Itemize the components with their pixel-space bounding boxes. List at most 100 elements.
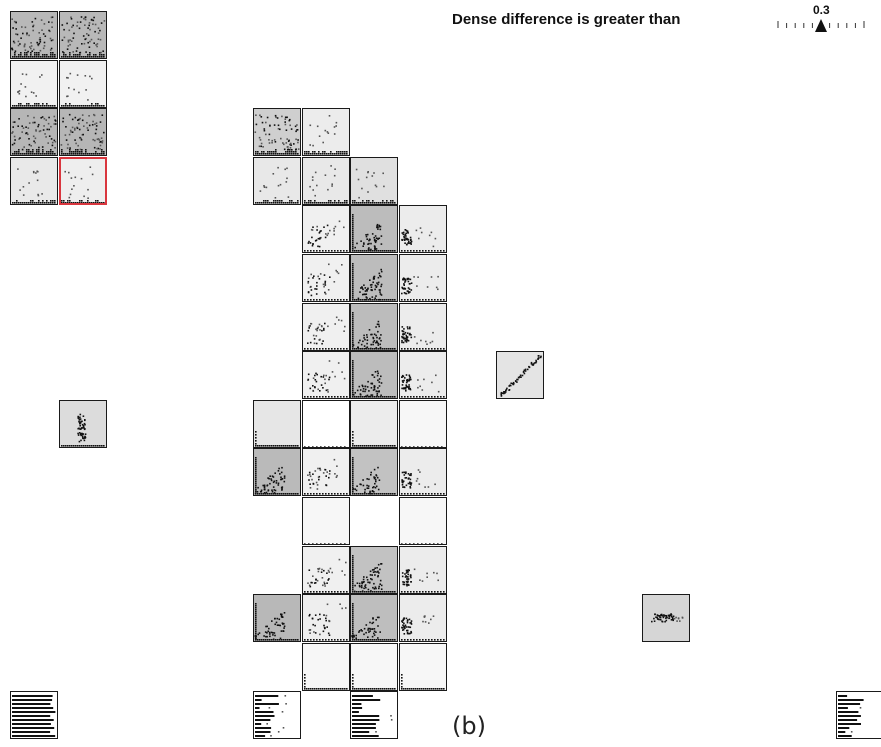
plot-cell[interactable] <box>350 302 399 351</box>
plot-cell[interactable] <box>301 205 350 254</box>
scatterplot-baseline <box>303 673 348 690</box>
plot-cell[interactable] <box>641 594 690 643</box>
scatterplot-cluster-dense <box>254 457 299 495</box>
scatterplot-cluster <box>303 459 348 495</box>
plot-cell[interactable] <box>398 497 447 545</box>
plot-cell[interactable] <box>301 399 350 448</box>
scatterplot-cluster <box>303 360 348 398</box>
scatterplot-sparse <box>255 166 299 204</box>
plot-cell[interactable] <box>350 642 399 691</box>
plot-cell[interactable] <box>253 156 301 205</box>
plot-cell[interactable] <box>350 691 399 740</box>
plot-cell[interactable] <box>58 108 107 157</box>
scatterplot-sparse <box>12 72 56 107</box>
scatterplot-blob-horizontal <box>650 613 684 623</box>
plot-cell[interactable] <box>301 448 350 497</box>
plot-cell[interactable] <box>398 302 447 351</box>
plot-cell[interactable] <box>350 399 399 448</box>
scatterplot-diagonal <box>500 355 542 397</box>
scatterplot-bars-short <box>838 695 864 738</box>
scatterplot-bars-full <box>12 695 56 738</box>
plot-cell[interactable] <box>253 691 301 740</box>
scatterplot-cluster <box>303 220 348 252</box>
scatterplot-left-cluster <box>400 227 445 252</box>
slider-thumb[interactable] <box>815 19 827 32</box>
scatterplot-empty <box>400 543 443 544</box>
plot-cell[interactable] <box>301 642 350 691</box>
scatterplot-dense-noisy <box>60 16 105 58</box>
plot-cell[interactable] <box>301 254 350 302</box>
plot-cell[interactable] <box>350 594 399 643</box>
threshold-value: 0.3 <box>813 3 830 17</box>
slider-track[interactable] <box>774 3 870 33</box>
plot-cell[interactable] <box>301 351 350 400</box>
plot-cell[interactable] <box>253 448 301 497</box>
scatterplot-sparse <box>303 115 348 155</box>
plot-cell[interactable] <box>10 59 58 108</box>
scatterplot-cluster-dense <box>352 263 396 301</box>
plot-cell[interactable] <box>398 399 447 448</box>
scatterplot-baseline <box>352 430 396 447</box>
plot-cell[interactable] <box>398 254 447 302</box>
scatterplot-bars-short <box>255 695 287 738</box>
plot-cell[interactable] <box>350 205 399 254</box>
plot-cell[interactable] <box>398 448 447 497</box>
plot-cell[interactable] <box>301 545 350 594</box>
plot-cell[interactable] <box>253 399 301 448</box>
plot-cell[interactable] <box>350 545 399 594</box>
figure-caption: (b) <box>452 712 486 740</box>
scatterplot-cluster-dense <box>352 311 396 350</box>
plot-cell[interactable] <box>253 594 301 643</box>
plot-cell[interactable] <box>350 156 399 205</box>
plot-cell[interactable] <box>398 545 447 594</box>
scatterplot-sparse <box>12 168 56 204</box>
plot-cell[interactable] <box>350 351 399 400</box>
plot-cell[interactable] <box>496 351 544 400</box>
scatterplot-cluster <box>303 316 348 350</box>
plot-cell[interactable] <box>398 642 447 691</box>
plot-cell[interactable] <box>301 108 350 157</box>
plot-cell[interactable] <box>301 594 350 643</box>
plot-cell-selected[interactable] <box>58 156 107 205</box>
plot-cell[interactable] <box>58 399 107 448</box>
threshold-slider[interactable]: 0.3 <box>774 3 870 33</box>
plot-cell[interactable] <box>398 594 447 643</box>
plot-cell[interactable] <box>10 156 58 205</box>
plot-cell[interactable] <box>350 448 399 497</box>
threshold-label: Dense difference is greater than <box>452 11 681 28</box>
plot-cell[interactable] <box>350 254 399 302</box>
scatterplot-left-cluster <box>400 568 445 593</box>
plot-cell[interactable] <box>301 497 350 545</box>
scatterplot-blob-vertical <box>60 413 105 447</box>
scatterplot-cluster <box>303 558 348 593</box>
scatterplot-cluster-dense <box>352 214 396 252</box>
plot-cell[interactable] <box>836 691 881 740</box>
plot-cell[interactable] <box>398 351 447 400</box>
plot-cell[interactable] <box>10 11 58 59</box>
plot-cell[interactable] <box>253 108 301 157</box>
scatterplot-left-cluster <box>400 325 445 350</box>
plot-cell[interactable] <box>398 205 447 254</box>
scatterplot-empty <box>303 543 346 544</box>
scatterplot-empty <box>303 445 346 447</box>
plot-cell[interactable] <box>301 302 350 351</box>
scatterplot-left-cluster <box>400 275 445 301</box>
plot-cell[interactable] <box>58 59 107 108</box>
scatterplot-sparse <box>60 72 105 107</box>
density-threshold-control: Dense difference is greater than 0.3 <box>452 3 872 33</box>
plot-cell[interactable] <box>10 108 58 157</box>
scatterplot-baseline <box>400 673 445 690</box>
scatterplot-sparse <box>303 164 348 204</box>
scatterplot-left-cluster <box>400 374 445 398</box>
plot-cell[interactable] <box>10 691 58 740</box>
scatterplot-cluster-dense <box>352 457 396 495</box>
scatterplot-cluster <box>303 263 348 301</box>
scatterplot-cluster-dense <box>352 360 396 398</box>
plot-cell[interactable] <box>301 156 350 205</box>
plot-cell[interactable] <box>58 11 107 59</box>
scatterplot-empty <box>400 445 443 447</box>
scatterplot-baseline <box>352 673 396 690</box>
scatterplot-left-cluster <box>400 615 445 641</box>
scatterplot-sparse <box>352 168 396 204</box>
